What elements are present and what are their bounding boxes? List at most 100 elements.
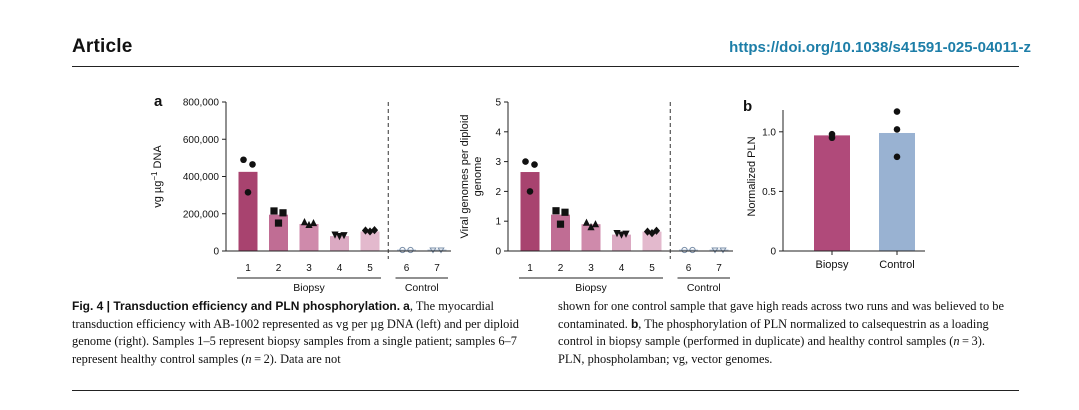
y-tick-label: 0.5	[762, 187, 776, 198]
data-point	[240, 156, 247, 164]
y-axis-label-part: vg µg	[152, 181, 164, 208]
caption-panel-a: a	[403, 299, 410, 313]
x-tick-label: 1	[245, 263, 251, 274]
bar	[612, 234, 631, 251]
bar	[814, 135, 850, 251]
data-point	[407, 246, 414, 254]
y-tick-label: 0	[770, 247, 776, 258]
bar	[360, 231, 380, 251]
x-tick-label: 5	[367, 263, 373, 274]
data-point	[244, 189, 252, 196]
data-point	[437, 247, 445, 254]
caption-n-var: n	[245, 351, 252, 366]
bar	[551, 214, 570, 251]
bar	[397, 249, 416, 251]
y-axis-label: vg µg−1 DNA	[150, 145, 164, 208]
data-point	[591, 220, 600, 228]
x-tick-label: Control	[879, 259, 914, 271]
caption-figure-title: Fig. 4 | Transduction efficiency and PLN…	[72, 299, 401, 313]
chart-vg-per-ug-dna: 0 200,000 400,000 600,000 800,000 vg µg−1 DNA…	[150, 93, 451, 294]
y-tick-label: 400,000	[183, 172, 220, 183]
bar	[709, 249, 729, 251]
data-point	[305, 220, 313, 229]
panel-label-a: a	[154, 93, 163, 110]
x-tick-label: 4	[619, 263, 625, 274]
y-tick-label: 3	[495, 157, 501, 168]
data-point	[522, 158, 529, 165]
y-tick-label: 1	[495, 217, 501, 228]
figure-4: 0 200,000 400,000 600,000 800,000 vg µg−1 DNA…	[150, 93, 925, 294]
bar	[330, 236, 349, 251]
caption-text-b2: = 3). PLN, phospholamban; vg, vector gen…	[558, 334, 985, 366]
data-point	[681, 246, 688, 254]
header-rule	[72, 66, 1019, 67]
doi-link[interactable]: https://doi.org/10.1038/s41591-025-04011…	[729, 39, 1031, 56]
data-point	[587, 223, 595, 231]
bar	[581, 224, 601, 251]
data-point	[582, 218, 591, 226]
x-tick-label: 2	[276, 263, 282, 274]
footer-rule	[72, 390, 1019, 391]
bar	[269, 214, 288, 251]
caption-text-a2: = 2). Data are not	[251, 351, 341, 366]
y-tick-label: 4	[495, 127, 501, 138]
y-axis-label: Normalized PLN	[746, 136, 758, 216]
panel-label-b: b	[743, 98, 752, 115]
caption-panel-b: b	[630, 316, 639, 331]
x-tick-label: 4	[337, 263, 343, 274]
data-point	[399, 246, 406, 254]
x-tick-label: 6	[404, 263, 410, 274]
y-tick-label: 5	[495, 98, 501, 109]
data-point	[531, 161, 538, 168]
x-tick-label: 1	[527, 263, 533, 274]
y-tick-label: 0	[213, 247, 219, 258]
data-point	[429, 247, 437, 254]
y-tick-label: 1.0	[762, 127, 776, 138]
bar	[679, 249, 698, 251]
chart-normalized-pln: 0 0.5 1.0 Normalized PLN Biopsy Control b	[743, 98, 925, 271]
data-point	[893, 108, 901, 115]
x-tick-label: 3	[588, 263, 594, 274]
x-tick-label: 6	[686, 263, 692, 274]
data-point	[270, 207, 278, 215]
data-point	[366, 227, 374, 236]
data-point	[689, 246, 696, 254]
y-tick-label: 0	[495, 247, 501, 258]
y-tick-label: 600,000	[183, 135, 220, 146]
article-section-label: Article	[72, 36, 133, 57]
data-point	[719, 247, 727, 254]
data-point	[893, 153, 901, 161]
page-header: Article https://doi.org/10.1038/s41591-0…	[0, 0, 1079, 70]
bar	[299, 223, 319, 251]
data-point	[711, 247, 719, 254]
y-axis-label-line: genome	[472, 157, 484, 197]
bar	[427, 249, 447, 251]
x-tick-label: 5	[649, 263, 655, 274]
group-label: Biopsy	[575, 282, 607, 294]
data-point	[552, 207, 560, 215]
x-tick-label: Biopsy	[815, 259, 849, 271]
x-tick-label: 7	[716, 263, 722, 274]
y-axis-label-sup: −1	[150, 171, 159, 181]
caption-n-var-2: n	[953, 334, 960, 349]
data-point	[274, 219, 283, 227]
caption-text-b1: , The phosphorylation of PLN normalized …	[558, 316, 989, 349]
chart-viral-genomes-per-diploid: 0 1 2 3 4 5 Viral genomes per diploidgenome 1 2 3…	[459, 98, 733, 294]
data-point	[279, 209, 287, 217]
x-tick-label: 7	[434, 263, 440, 274]
bar	[879, 132, 915, 251]
figure-caption-right: shown for one control sample that gave h…	[558, 298, 1013, 368]
figure-caption-left: Fig. 4 | Transduction efficiency and PLN…	[72, 298, 527, 368]
y-axis-label-part: DNA	[152, 145, 164, 172]
data-point	[526, 188, 534, 195]
data-point	[648, 229, 656, 238]
data-point	[556, 220, 565, 228]
group-label: Control	[405, 282, 439, 294]
data-point	[893, 126, 901, 133]
y-axis-label-line: Viral genomes per diploid	[459, 115, 471, 239]
y-tick-label: 2	[495, 187, 501, 198]
data-point	[309, 218, 318, 227]
data-point	[249, 161, 256, 168]
group-label: Control	[687, 282, 721, 294]
data-point	[361, 226, 370, 235]
